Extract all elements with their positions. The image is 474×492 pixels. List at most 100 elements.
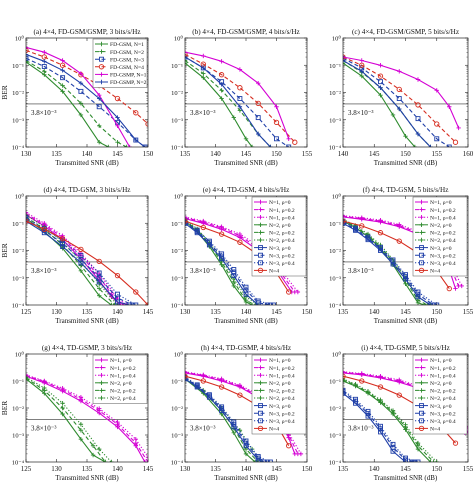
x-tick-label: 155 (432, 150, 443, 158)
square-marker (271, 302, 276, 305)
x-axis-label: Transmitted SNR (dB) (214, 474, 278, 482)
x-tick-label: 135 (82, 465, 93, 473)
circle-marker (396, 86, 402, 93)
x-axis-label: Transmitted SNR (dB) (214, 317, 278, 325)
y-tick-label: 10⁻¹ (171, 379, 183, 386)
plus-marker (90, 452, 96, 458)
x-tick-label: 140 (338, 150, 349, 158)
y-tick-label: 10⁻² (171, 406, 183, 413)
y-tick-label: 10⁻² (329, 248, 341, 255)
square-marker (255, 454, 261, 459)
legend-label: N=3, ρ=0.4 (269, 419, 295, 425)
circle-marker (133, 289, 139, 295)
square-marker (258, 260, 263, 266)
plus-marker (431, 459, 436, 462)
plus-marker (42, 378, 47, 384)
plus-marker (419, 357, 424, 363)
x-axis-label: Transmitted SNR (dB) (374, 474, 438, 482)
plus-marker (97, 123, 102, 128)
plus-marker (127, 144, 132, 147)
plus-marker (185, 54, 188, 60)
plus-marker (447, 104, 452, 109)
legend-label: FD-GSM, N=3 (110, 57, 144, 63)
legend-label: N=1, ρ=0 (110, 358, 132, 364)
threshold-label: 3.8×10⁻³ (190, 267, 216, 275)
square-marker (206, 238, 212, 244)
plus-marker (26, 212, 29, 218)
series-line (185, 371, 302, 455)
y-tick-label: 10⁰ (15, 351, 25, 359)
plus-marker (78, 263, 84, 268)
plus-marker (78, 112, 84, 118)
y-tick-label: 10⁻¹ (329, 221, 341, 228)
legend-label: N=2, ρ=0.2 (269, 231, 295, 237)
circle-marker (377, 230, 384, 236)
plus-marker (258, 388, 263, 393)
x-tick-label: 145 (271, 465, 282, 473)
y-tick-label: 10⁻² (329, 406, 341, 413)
legend: N=1, ρ=0 N=1, ρ=0.2N=1, ρ=0.4 N=2, ρ=0 N=2,… (412, 354, 468, 435)
series-line (26, 374, 148, 462)
plus-marker (459, 283, 464, 289)
x-tick-label: 145 (400, 308, 411, 316)
plot-frame (342, 195, 469, 306)
x-tick-label: 140 (369, 308, 380, 316)
plus-marker (60, 58, 65, 63)
series-line (26, 220, 130, 305)
plus-marker (109, 302, 114, 305)
x-tick-label: 145 (241, 150, 252, 158)
x-tick-label: 145 (143, 308, 154, 316)
legend-label: N=2, ρ=0.2 (430, 389, 456, 395)
plus-marker (115, 115, 120, 120)
plus-marker (219, 376, 224, 382)
legend-label: N=1, ρ=0 (430, 200, 452, 206)
plus-marker (397, 222, 402, 227)
square-marker (231, 419, 237, 425)
series-line (185, 56, 271, 147)
plus-marker (256, 302, 261, 305)
legend-label: N=3, ρ=0 (269, 404, 291, 410)
legend-label: N=2, ρ=0 (269, 223, 291, 229)
x-axis-label: Transmitted SNR (dB) (55, 317, 119, 325)
plus-marker (258, 199, 263, 205)
legend-label: FD-GSM, N=4 (110, 65, 144, 71)
plus-marker (268, 144, 273, 147)
plus-marker (99, 373, 104, 378)
legend-label: N=3, ρ=0.4 (269, 261, 295, 267)
plus-marker (456, 125, 461, 131)
plus-marker (99, 72, 104, 77)
plus-marker (390, 112, 396, 118)
square-marker (264, 459, 270, 462)
plus-marker (397, 69, 402, 74)
legend-label: N=3, ρ=0 (269, 246, 291, 252)
panel-title: (i) 4×4, TD-GSMP, 5 bits/s/Hz (361, 344, 450, 352)
plus-marker (97, 286, 102, 291)
plus-marker (219, 59, 224, 64)
series-group (26, 45, 148, 147)
legend-label: N=1, ρ=0 (269, 200, 291, 206)
x-tick-label: 145 (369, 150, 380, 158)
legend: N=1, ρ=0 N=1, ρ=0.2N=1, ρ=0.4 N=2, ρ=0 N=2,… (92, 354, 148, 404)
circle-marker (343, 373, 346, 379)
plus-marker (60, 401, 65, 406)
square-marker (286, 144, 292, 147)
plus-marker (419, 230, 424, 235)
legend: N=1, ρ=0 N=1, ρ=0.2N=1, ρ=0.4 N=2, ρ=0 N=2,… (251, 354, 307, 435)
square-marker (258, 410, 263, 416)
square-marker (231, 267, 237, 272)
square-marker (255, 298, 261, 304)
x-tick-label: 150 (302, 308, 313, 316)
plus-marker (201, 71, 206, 76)
plus-marker (106, 144, 111, 147)
legend-box (92, 354, 148, 404)
square-marker (378, 429, 383, 435)
plus-marker (419, 199, 424, 205)
x-tick-label: 135 (51, 150, 62, 158)
series-line (343, 389, 419, 462)
plus-marker (115, 140, 120, 145)
plus-marker (219, 96, 224, 101)
circle-marker (343, 218, 346, 224)
x-tick-label: 135 (180, 150, 191, 158)
y-tick-label: 10⁻⁴ (329, 303, 342, 310)
threshold-label: 3.8×10⁻³ (348, 424, 374, 432)
